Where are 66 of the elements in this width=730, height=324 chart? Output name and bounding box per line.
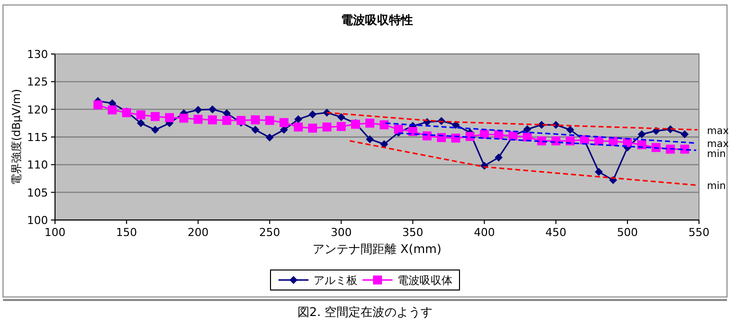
point	[380, 140, 388, 148]
point	[150, 112, 160, 122]
point	[265, 116, 274, 125]
point	[194, 106, 202, 114]
chart-title: 電波吸収特性	[341, 13, 413, 27]
x-tick-label: 550	[688, 226, 710, 239]
point	[294, 122, 303, 132]
legend-label: アルミ板	[314, 274, 358, 287]
series-label: min	[707, 181, 726, 192]
point	[236, 116, 246, 125]
y-tick-label: 120	[27, 103, 48, 116]
y-tick-label: 130	[27, 48, 48, 61]
point	[366, 135, 374, 144]
point	[108, 105, 117, 114]
x-axis-title: アンテナ間距離 X(mm)	[312, 242, 442, 256]
point	[222, 116, 232, 125]
point	[594, 168, 603, 176]
point	[279, 118, 288, 128]
series-label: min	[707, 149, 726, 160]
x-tick-label: 200	[188, 226, 209, 239]
point	[208, 105, 216, 114]
point	[136, 110, 146, 120]
point	[566, 126, 574, 134]
point	[136, 119, 145, 128]
point	[179, 114, 188, 123]
x-tick-label: 150	[116, 226, 138, 239]
x-tick-label: 100	[44, 226, 66, 239]
point	[208, 115, 217, 124]
point	[380, 120, 389, 130]
point	[494, 153, 503, 162]
caption: 図2. 空間定在波のようす	[297, 305, 433, 319]
point	[680, 130, 689, 138]
point	[436, 133, 446, 142]
point	[294, 115, 302, 124]
legend-label: 電波吸収体	[398, 274, 452, 287]
point	[394, 124, 403, 134]
point	[266, 134, 274, 142]
point	[151, 126, 160, 134]
point	[523, 125, 532, 134]
point	[251, 126, 260, 134]
point	[322, 122, 332, 132]
point	[365, 118, 374, 128]
x-tick-label: 300	[330, 226, 352, 239]
y-tick-label: 125	[27, 76, 48, 89]
point	[194, 114, 203, 124]
point	[250, 115, 260, 124]
point	[93, 100, 102, 110]
series-label: max	[707, 139, 729, 150]
y-tick-label: 110	[27, 158, 48, 172]
point	[336, 122, 346, 131]
y-tick-label: 115	[27, 131, 48, 144]
point	[638, 130, 646, 138]
x-tick-label: 400	[474, 226, 495, 239]
series-label: max	[707, 126, 729, 137]
point	[652, 143, 661, 152]
x-tick-label: 250	[259, 226, 280, 239]
y-tick-label: 105	[27, 186, 48, 200]
y-axis-title: 電界強度(dBμV/m)	[10, 88, 23, 186]
point	[308, 124, 318, 133]
x-tick-label: 500	[616, 226, 638, 239]
point	[164, 113, 174, 122]
x-tick-label: 450	[545, 226, 566, 239]
point	[308, 110, 317, 118]
y-tick-label: 100	[27, 214, 48, 227]
x-tick-label: 350	[402, 226, 424, 239]
point	[337, 113, 346, 122]
